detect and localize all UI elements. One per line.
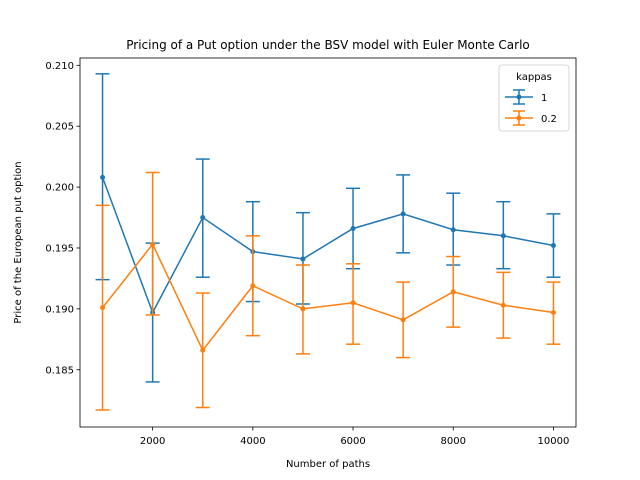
data-point bbox=[550, 310, 556, 316]
y-axis: 0.185 0.190 0.195 0.200 0.205 0.210 bbox=[45, 61, 80, 376]
series-line bbox=[101, 242, 554, 352]
data-point bbox=[250, 283, 256, 289]
x-tick-label: 4000 bbox=[240, 436, 265, 447]
x-tick-label: 8000 bbox=[441, 436, 466, 447]
y-axis-label: Price of the European put option bbox=[13, 161, 24, 323]
legend-marker bbox=[516, 94, 522, 100]
y-tick-label: 0.185 bbox=[45, 365, 74, 376]
data-point bbox=[500, 233, 506, 239]
series-1 bbox=[95, 171, 561, 411]
y-tick-label: 0.200 bbox=[45, 183, 74, 194]
x-axis: 2000 4000 6000 8000 10000 bbox=[140, 427, 569, 447]
data-point bbox=[400, 211, 406, 217]
series-line bbox=[101, 177, 554, 315]
data-point bbox=[450, 227, 456, 233]
data-point bbox=[100, 174, 106, 180]
legend-marker bbox=[516, 115, 522, 121]
x-tick-label: 6000 bbox=[340, 436, 365, 447]
y-tick-label: 0.195 bbox=[45, 243, 74, 254]
data-point bbox=[350, 225, 356, 231]
legend-entry-label: 0.2 bbox=[541, 114, 557, 125]
plot-frame bbox=[79, 57, 577, 428]
data-point bbox=[450, 289, 456, 295]
legend-box bbox=[498, 64, 570, 132]
data-point bbox=[200, 347, 206, 353]
chart-title: Pricing of a Put option under the BSV mo… bbox=[126, 38, 530, 52]
x-axis-label: Number of paths bbox=[286, 459, 370, 470]
data-point bbox=[550, 243, 556, 249]
data-point bbox=[350, 300, 356, 306]
y-tick-label: 0.190 bbox=[45, 304, 74, 315]
plot-area bbox=[95, 73, 561, 411]
y-tick-label: 0.210 bbox=[45, 61, 74, 72]
y-tick-label: 0.205 bbox=[45, 122, 74, 133]
data-point bbox=[500, 302, 506, 308]
x-tick-label: 10000 bbox=[538, 436, 570, 447]
x-tick-label: 2000 bbox=[140, 436, 165, 447]
data-point bbox=[300, 256, 306, 262]
data-point bbox=[150, 241, 156, 247]
data-point bbox=[300, 306, 306, 312]
legend-title: kappas bbox=[516, 72, 552, 83]
data-point bbox=[200, 215, 206, 221]
data-point bbox=[400, 317, 406, 323]
data-point bbox=[100, 305, 106, 311]
legend: kappas 1 0.2 bbox=[498, 64, 570, 132]
legend-entry-label: 1 bbox=[541, 93, 547, 104]
